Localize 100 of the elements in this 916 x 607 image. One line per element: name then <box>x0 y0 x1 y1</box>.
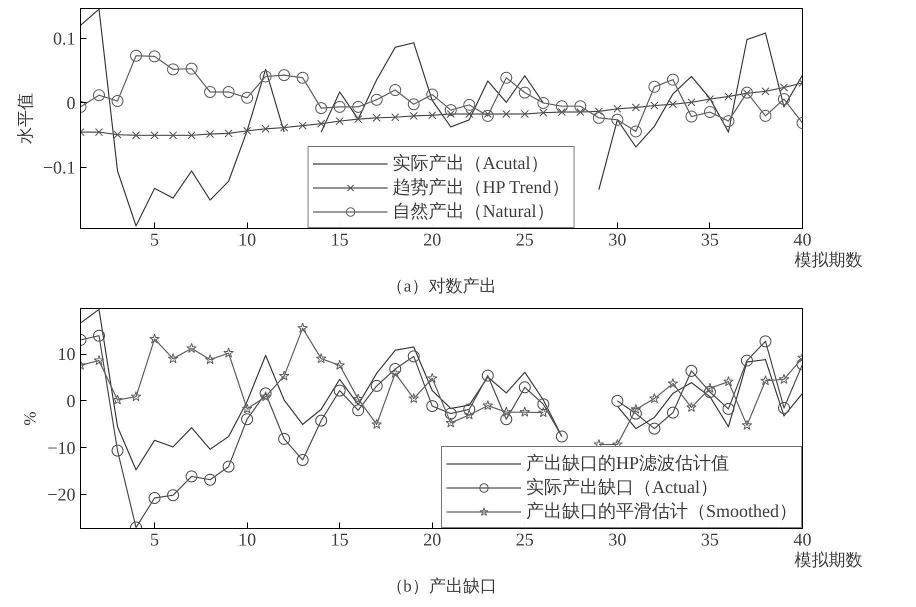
point <box>630 408 642 420</box>
point <box>112 394 123 405</box>
point <box>592 112 605 124</box>
point <box>130 391 142 402</box>
point <box>650 102 658 110</box>
point <box>296 454 309 466</box>
y-axis-title: 水平值 <box>16 93 35 144</box>
point <box>408 350 420 362</box>
point <box>537 96 550 109</box>
legend-label: 产出缺口的HP滤波估计值 <box>526 452 729 475</box>
point <box>630 125 642 138</box>
point <box>278 69 290 82</box>
point <box>648 80 660 93</box>
point <box>132 131 140 140</box>
point <box>576 108 584 116</box>
point <box>354 115 362 124</box>
point <box>148 50 161 62</box>
point <box>372 114 381 122</box>
text: （a）对数产出 <box>386 276 496 296</box>
point <box>241 92 254 104</box>
point <box>370 94 383 106</box>
y-tick-label: 0 <box>66 390 76 411</box>
point <box>594 107 603 116</box>
point <box>389 363 402 375</box>
point <box>630 404 642 414</box>
point <box>556 430 568 443</box>
point <box>391 113 400 122</box>
point <box>93 89 106 102</box>
x-tick-label: 25 <box>516 230 534 250</box>
point <box>742 420 752 430</box>
point <box>188 131 196 140</box>
point <box>740 354 753 367</box>
point <box>704 106 716 118</box>
point <box>222 460 235 473</box>
point <box>260 391 271 402</box>
point <box>222 86 235 98</box>
point <box>94 128 104 136</box>
point <box>500 413 512 426</box>
point <box>611 114 624 126</box>
x-tick-label: 15 <box>330 230 349 250</box>
point <box>352 404 364 416</box>
point <box>224 129 233 138</box>
point <box>668 378 678 388</box>
y-tick-label: −10 <box>47 438 76 458</box>
point <box>410 112 418 120</box>
point <box>649 393 660 404</box>
point <box>93 330 106 342</box>
x-tick-label: 35 <box>700 230 719 250</box>
point <box>666 406 679 419</box>
legend-label: 实际产出（Acutal） <box>392 152 549 175</box>
point <box>520 110 529 118</box>
point <box>334 100 346 113</box>
point <box>428 111 436 120</box>
point <box>613 104 622 113</box>
point <box>298 122 307 130</box>
point <box>611 394 624 407</box>
point <box>352 100 364 113</box>
point <box>520 406 530 417</box>
point <box>685 110 698 123</box>
point <box>149 333 160 344</box>
point <box>444 408 457 420</box>
x-tick-label: 25 <box>516 530 534 550</box>
point <box>706 95 714 104</box>
point <box>297 322 308 333</box>
point <box>186 342 197 353</box>
y-tick-label: 0.1 <box>53 28 76 48</box>
point <box>778 374 790 384</box>
point <box>537 398 550 410</box>
point <box>463 98 476 111</box>
x-tick-label: 5 <box>150 530 160 550</box>
point <box>704 382 716 393</box>
point <box>780 83 788 92</box>
point <box>722 402 734 415</box>
x-tick-label: 15 <box>330 530 349 550</box>
point <box>518 86 531 99</box>
point <box>408 98 420 110</box>
y-tick-label: −0.1 <box>42 158 76 178</box>
point <box>169 131 178 140</box>
point <box>760 375 771 386</box>
x-tick-label: 5 <box>150 230 160 250</box>
x-tick-label: 20 <box>423 530 442 550</box>
point <box>408 393 419 404</box>
x-tick-label: 40 <box>794 530 812 550</box>
point <box>482 110 494 122</box>
point <box>260 70 272 82</box>
point <box>167 63 180 76</box>
legend-label: 实际产出缺口（Actual） <box>526 476 718 499</box>
point <box>759 110 772 122</box>
point <box>371 418 382 429</box>
x-axis-title: 模拟期数 <box>794 250 862 270</box>
point <box>501 406 512 417</box>
x-tick-label: 30 <box>608 230 626 250</box>
point <box>759 335 772 348</box>
point <box>686 402 697 412</box>
point <box>723 376 734 386</box>
point <box>704 386 716 398</box>
point <box>336 117 344 126</box>
point <box>426 400 438 412</box>
point <box>113 130 122 139</box>
point <box>538 407 549 418</box>
